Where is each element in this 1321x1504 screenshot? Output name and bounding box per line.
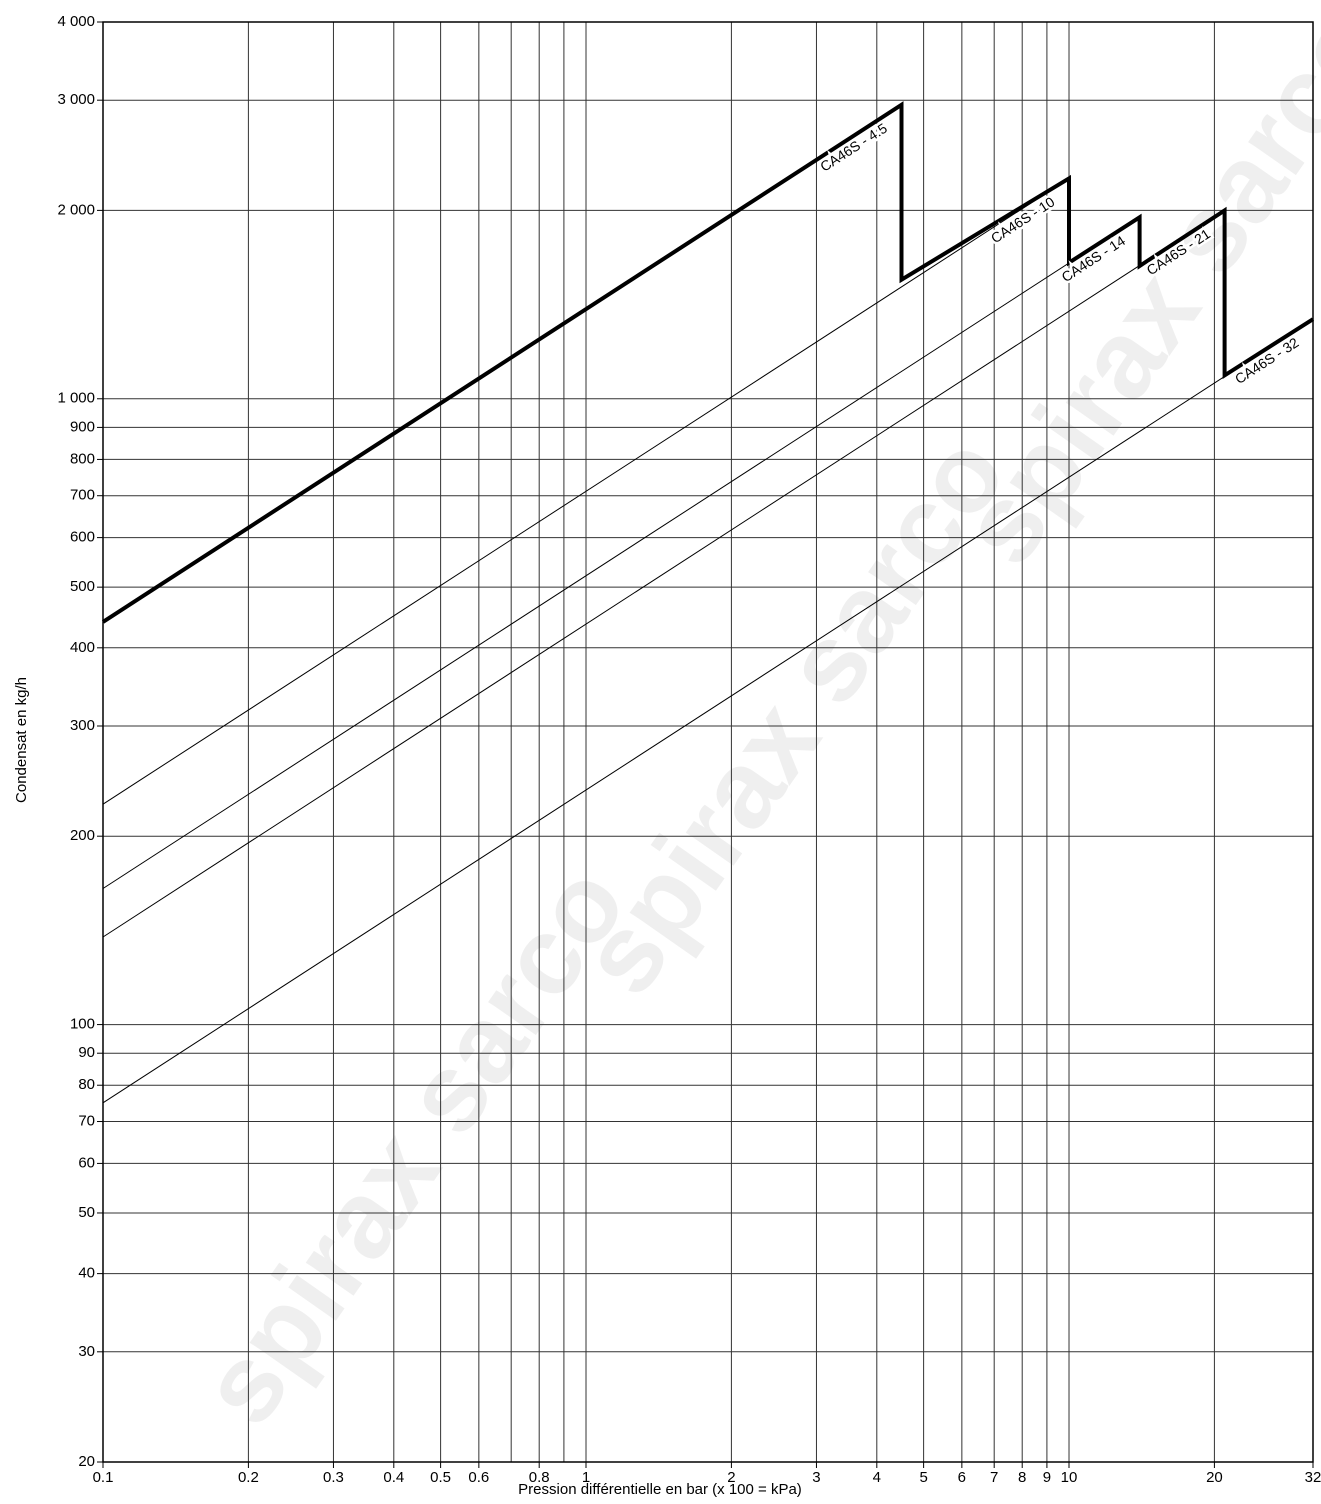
- y-tick-label: 400: [70, 639, 95, 656]
- series-label: CA46S - 32: [1232, 334, 1302, 387]
- line: [102, 318, 1314, 1104]
- y-tick-label: 600: [70, 529, 95, 546]
- x-tick-label: 0.4: [383, 1469, 404, 1486]
- x-tick-label: 9: [1043, 1469, 1051, 1486]
- x-tick-label: 0.8: [529, 1469, 550, 1486]
- y-tick-label: 300: [70, 717, 95, 734]
- y-axis-label: Condensat en kg/h: [13, 677, 30, 803]
- x-axis-label: Pression différentielle en bar (x 100 = …: [518, 1481, 802, 1498]
- y-tick-label: 40: [78, 1265, 95, 1282]
- line: [102, 209, 1225, 938]
- x-tick-label: 0.3: [323, 1469, 344, 1486]
- x-tick-label: 0.6: [468, 1469, 489, 1486]
- x-tick-label: 0.2: [238, 1469, 259, 1486]
- y-tick-label: 800: [70, 450, 95, 467]
- series-label: CA46S - 4.5: [817, 120, 890, 175]
- x-tick-label: 7: [990, 1469, 998, 1486]
- line: [102, 216, 1140, 889]
- x-tick-label: 32: [1305, 1469, 1321, 1486]
- y-tick-label: 2 000: [57, 201, 95, 218]
- y-tick-label: 200: [70, 827, 95, 844]
- y-tick-label: 4 000: [57, 13, 95, 30]
- y-tick-label: 100: [70, 1016, 95, 1033]
- y-tick-label: 500: [70, 578, 95, 595]
- x-tick-label: 5: [919, 1469, 927, 1486]
- y-tick-label: 30: [78, 1343, 95, 1360]
- x-tick-label: 10: [1061, 1469, 1078, 1486]
- y-tick-label: 700: [70, 487, 95, 504]
- y-tick-label: 20: [78, 1453, 95, 1470]
- x-tick-label: 4: [873, 1469, 881, 1486]
- x-tick-label: 0.5: [430, 1469, 451, 1486]
- x-tick-label: 0.1: [93, 1469, 114, 1486]
- y-tick-label: 3 000: [57, 91, 95, 108]
- y-tick-label: 50: [78, 1204, 95, 1221]
- y-tick-label: 90: [78, 1044, 95, 1061]
- y-tick-label: 70: [78, 1112, 95, 1129]
- y-tick-label: 80: [78, 1076, 95, 1093]
- line: [102, 177, 1070, 805]
- y-tick-label: 60: [78, 1154, 95, 1171]
- y-tick-label: 900: [70, 418, 95, 435]
- y-tick-label: 1 000: [57, 390, 95, 407]
- x-tick-label: 20: [1206, 1469, 1223, 1486]
- plot-frame: [102, 21, 1314, 1463]
- line: [101, 101, 1315, 624]
- x-tick-label: 6: [958, 1469, 966, 1486]
- x-tick-label: 3: [812, 1469, 820, 1486]
- x-tick-label: 8: [1018, 1469, 1026, 1486]
- x-tick-label: 1: [582, 1469, 590, 1486]
- x-tick-label: 2: [727, 1469, 735, 1486]
